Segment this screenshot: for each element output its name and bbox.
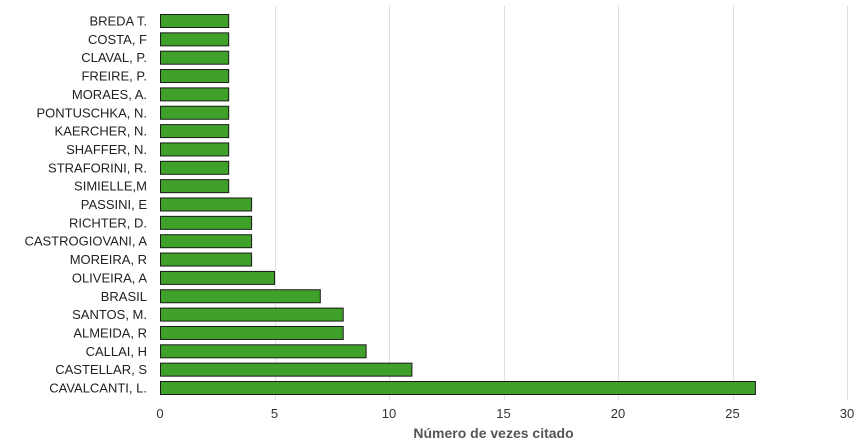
bar-19 [160, 362, 413, 377]
bar-18 [160, 344, 367, 359]
category-label: MORAES, A. [72, 87, 147, 102]
category-label: SIMIELLE,M [74, 179, 147, 194]
bars [160, 14, 756, 395]
category-label: BRASIL [101, 289, 147, 304]
category-label: FREIRE, P. [81, 69, 147, 84]
category-label: PONTUSCHKA, N. [36, 105, 147, 120]
bar-1 [160, 32, 230, 47]
x-tick-label: 20 [611, 406, 625, 421]
bar-9 [160, 179, 230, 194]
bar-2 [160, 50, 230, 65]
category-label: STRAFORINI, R. [48, 160, 147, 175]
category-label: ALMEIDA, R [73, 325, 147, 340]
category-label: CASTELLAR, S [55, 362, 147, 377]
category-label: CLAVAL, P. [81, 50, 147, 65]
category-label: SHAFFER, N. [66, 142, 147, 157]
bar-4 [160, 87, 230, 102]
bar-11 [160, 215, 253, 230]
category-label: CALLAI, H [86, 344, 147, 359]
x-tick-label: 5 [271, 406, 278, 421]
bar-6 [160, 124, 230, 139]
category-label: MOREIRA, R [70, 252, 147, 267]
bar-14 [160, 270, 275, 285]
category-label: CASTROGIOVANI, A [24, 234, 147, 249]
bar-0 [160, 14, 230, 28]
category-labels: BREDA T. COSTA, F CLAVAL, P. FREIRE, P. MORA… [24, 14, 147, 396]
category-label: OLIVEIRA, A [72, 270, 147, 285]
bar-20 [160, 381, 756, 395]
x-tick-label: 15 [496, 406, 510, 421]
bar-16 [160, 307, 344, 322]
bar-7 [160, 142, 230, 157]
x-tick-labels: 0 5 10 15 20 25 30 [156, 406, 854, 421]
x-tick-label: 25 [725, 406, 739, 421]
category-label: COSTA, F [88, 32, 147, 47]
bar-17 [160, 325, 344, 340]
x-tick-label: 30 [840, 406, 854, 421]
bar-3 [160, 69, 230, 84]
category-label: SANTOS, M. [72, 307, 147, 322]
x-tick-label: 10 [382, 406, 396, 421]
bar-13 [160, 252, 253, 267]
x-axis-title: Número de vezes citado [413, 425, 573, 441]
bar-10 [160, 197, 253, 212]
category-label: BREDA T. [89, 14, 147, 29]
grid-lines [275, 6, 848, 400]
bar-5 [160, 105, 230, 120]
x-tick-label: 0 [156, 406, 163, 421]
category-label: KAERCHER, N. [55, 124, 147, 139]
bar-8 [160, 160, 230, 175]
bar-15 [160, 289, 321, 304]
category-label: PASSINI, E [81, 197, 148, 212]
category-label: RICHTER, D. [69, 215, 147, 230]
bar-12 [160, 234, 253, 249]
category-label: CAVALCANTI, L. [49, 381, 147, 396]
